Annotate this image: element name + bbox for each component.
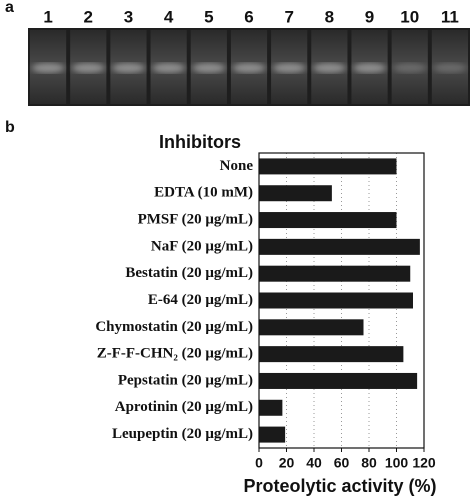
lane-label: 5 xyxy=(204,7,213,26)
gel-band xyxy=(152,63,185,73)
gel-band xyxy=(232,63,266,73)
x-tick-label: 120 xyxy=(412,455,436,471)
bar xyxy=(259,319,364,336)
lane-label: 3 xyxy=(124,7,133,26)
bar xyxy=(259,346,404,363)
y-tick-label: EDTA (10 mM) xyxy=(154,185,253,201)
lane-label: 4 xyxy=(164,7,174,26)
lane-label: 9 xyxy=(365,7,374,26)
chart-title: Inhibitors xyxy=(159,132,241,152)
plot-frame xyxy=(258,152,425,449)
gel-band xyxy=(112,63,145,73)
bar xyxy=(259,265,411,282)
bar xyxy=(259,292,413,309)
bar xyxy=(259,238,420,255)
gel-band xyxy=(353,63,386,73)
x-tick-label: 60 xyxy=(334,455,350,471)
bar xyxy=(259,399,283,416)
bar xyxy=(259,372,418,389)
gel-band xyxy=(273,63,306,73)
y-tick-label: None xyxy=(220,158,254,174)
gel-band xyxy=(393,63,426,73)
lane-label: 10 xyxy=(400,7,419,26)
x-tick-label: 80 xyxy=(361,455,377,471)
x-tick-label: 100 xyxy=(385,455,409,471)
lane-label: 6 xyxy=(244,7,253,26)
gel-band xyxy=(313,63,346,73)
y-tick-label: PMSF (20 μg/mL) xyxy=(138,211,253,227)
y-tick-label: Chymostatin (20 μg/mL) xyxy=(95,319,253,335)
x-axis-label: Proteolytic activity (%) xyxy=(243,476,436,496)
gel-band xyxy=(32,63,65,73)
panel-label: b xyxy=(5,119,15,136)
panel-label: a xyxy=(5,0,14,16)
bar xyxy=(259,185,332,202)
y-tick-label: Bestatin (20 μg/mL) xyxy=(125,265,253,281)
lane-label: 2 xyxy=(84,7,93,26)
y-tick-label: E-64 (20 μg/mL) xyxy=(148,292,253,308)
y-tick-label: NaF (20 μg/mL) xyxy=(151,238,253,254)
y-tick-label: Pepstatin (20 μg/mL) xyxy=(118,372,253,388)
x-tick-label: 40 xyxy=(306,455,322,471)
gel-band xyxy=(72,63,105,73)
lane-label: 1 xyxy=(43,7,52,26)
lane-label: 8 xyxy=(325,7,334,26)
bar xyxy=(259,158,397,175)
y-tick-label: Aprotinin (20 μg/mL) xyxy=(115,399,253,415)
gel-band xyxy=(192,63,225,73)
bar xyxy=(259,426,286,443)
x-tick-label: 0 xyxy=(255,455,263,471)
y-tick-label: Leupeptin (20 μg/mL) xyxy=(112,426,253,442)
lane-label: 7 xyxy=(284,7,293,26)
lane-label: 11 xyxy=(441,7,459,26)
x-tick-label: 20 xyxy=(279,455,295,471)
bar xyxy=(259,212,397,229)
gel-band xyxy=(433,63,466,73)
y-tick-label: Z-F-F-CHN₂ (20 μg/mL) xyxy=(97,346,253,362)
